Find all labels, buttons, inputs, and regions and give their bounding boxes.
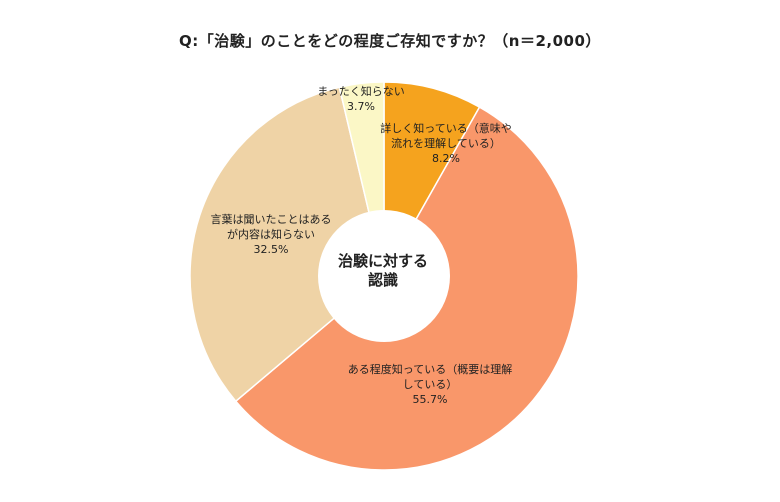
value-detailed-knowledge: 8.2% <box>432 152 460 165</box>
label-heard-only-line-1: 言葉は聞いたことはある <box>210 213 332 226</box>
label-detailed-knowledge-line-1: 詳しく知っている（意味や <box>380 122 512 135</box>
label-heard-only-line-2: が内容は知らない <box>227 228 315 241</box>
chart-title: Q:「治験」のことをどの程度ご存知ですか？（n＝2,000） <box>179 32 601 50</box>
label-detailed-knowledge-line-2: 流れを理解している） <box>391 137 501 150</box>
value-some-knowledge: 55.7% <box>412 393 448 406</box>
center-label: 治験に対する 認識 <box>313 252 453 290</box>
label-not-known-line-1: まったく知らない <box>317 85 405 98</box>
label-some-knowledge-line-1: ある程度知っている（概要は理解 <box>347 363 513 376</box>
value-heard-only: 32.5% <box>253 243 289 256</box>
label-some-knowledge-line-2: している） <box>402 378 458 391</box>
label-heard-only: 言葉は聞いたことはある が内容は知らない 32.5% <box>196 212 346 257</box>
label-some-knowledge: ある程度知っている（概要は理解 している） 55.7% <box>330 362 530 407</box>
label-detailed-knowledge: 詳しく知っている（意味や 流れを理解している） 8.2% <box>376 121 516 166</box>
slice-heard-only <box>189 86 385 403</box>
value-not-known: 3.7% <box>347 100 375 113</box>
label-not-known: まったく知らない 3.7% <box>306 84 416 114</box>
donut-hole <box>318 210 450 342</box>
center-label-line-2: 認識 <box>367 271 398 289</box>
center-label-line-1: 治験に対する <box>337 252 428 270</box>
